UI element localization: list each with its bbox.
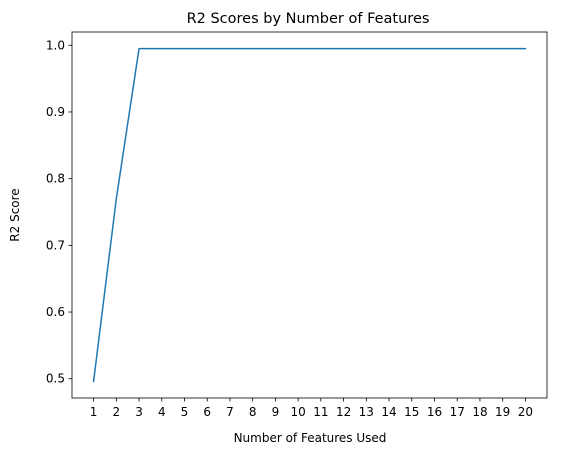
x-tick-label: 3 — [135, 405, 143, 419]
y-axis-label: R2 Score — [8, 188, 22, 241]
y-tick-label: 0.7 — [46, 238, 65, 252]
x-tick-label: 13 — [359, 405, 374, 419]
x-tick-label: 2 — [112, 405, 120, 419]
x-tick-label: 20 — [518, 405, 533, 419]
x-tick-label: 18 — [472, 405, 487, 419]
y-tick-label: 0.5 — [46, 372, 65, 386]
x-tick-label: 6 — [203, 405, 211, 419]
chart-title: R2 Scores by Number of Features — [187, 11, 430, 27]
y-tick-label: 1.0 — [46, 38, 65, 52]
x-tick-label: 11 — [313, 405, 328, 419]
x-tick-label: 19 — [495, 405, 510, 419]
x-tick-label: 5 — [181, 405, 189, 419]
y-tick-label: 0.9 — [46, 105, 65, 119]
x-tick-label: 9 — [272, 405, 280, 419]
x-tick-label: 15 — [404, 405, 419, 419]
x-tick-label: 10 — [290, 405, 305, 419]
x-axis-label: Number of Features Used — [234, 431, 387, 445]
x-tick-label: 16 — [427, 405, 442, 419]
x-tick-label: 4 — [158, 405, 166, 419]
x-tick-label: 12 — [336, 405, 351, 419]
y-tick-label: 0.8 — [46, 172, 65, 186]
x-tick-label: 14 — [381, 405, 396, 419]
x-tick-label: 7 — [226, 405, 234, 419]
x-tick-label: 1 — [90, 405, 98, 419]
x-tick-label: 8 — [249, 405, 257, 419]
x-tick-label: 17 — [450, 405, 465, 419]
y-tick-label: 0.6 — [46, 305, 65, 319]
